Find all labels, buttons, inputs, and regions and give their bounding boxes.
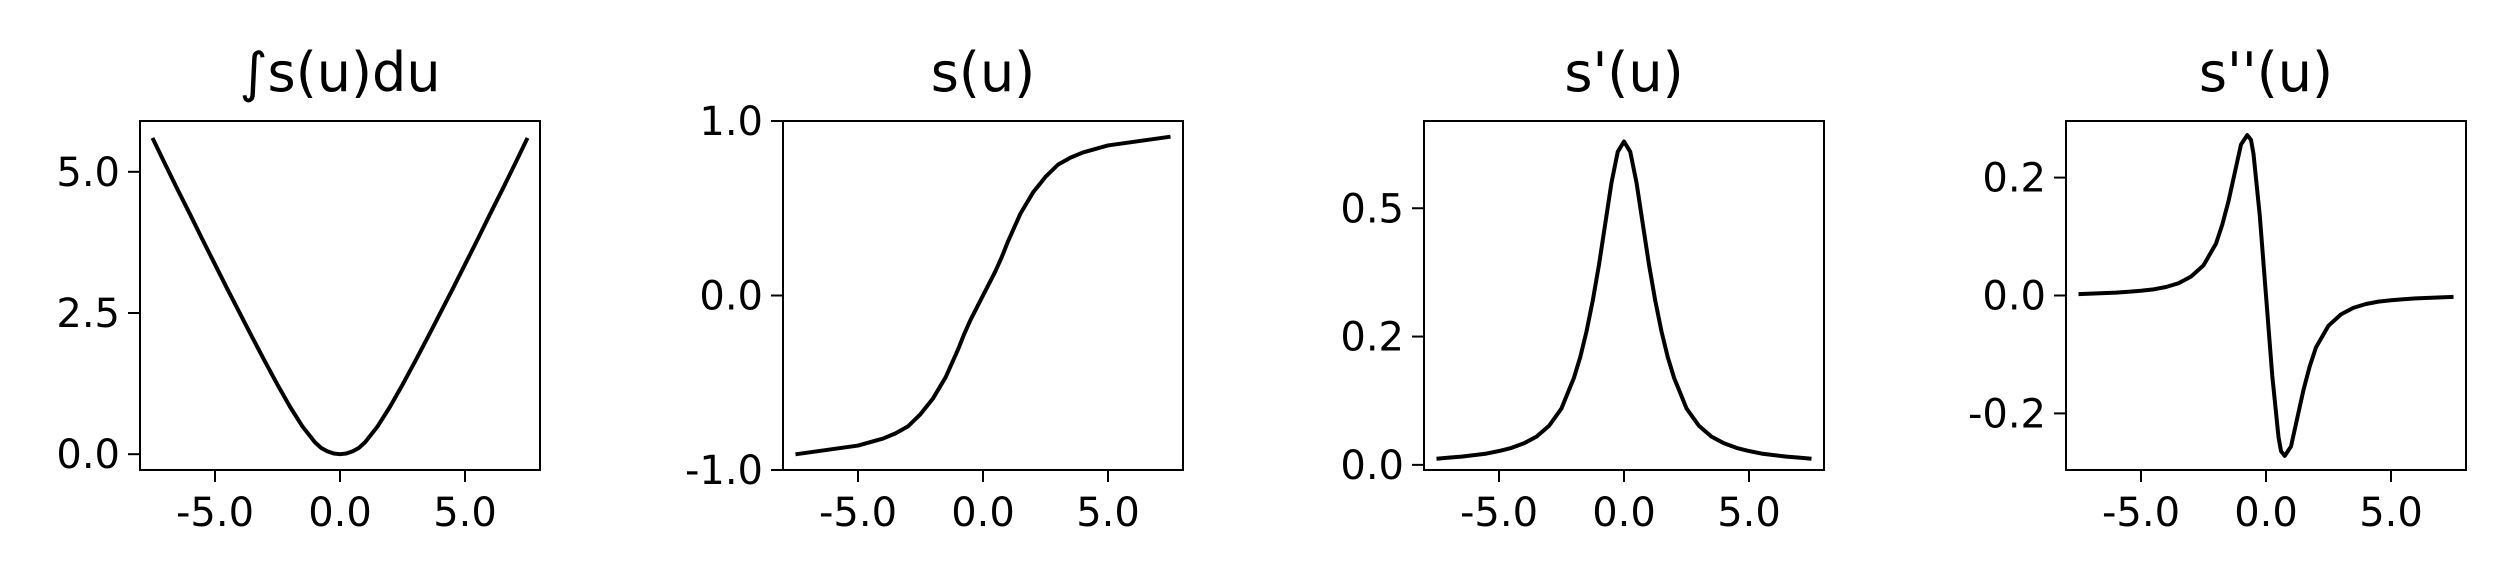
x-tick-label: 5.0	[1076, 490, 1140, 536]
y-tick-label: -1.0	[685, 448, 763, 494]
plot-frame	[139, 120, 541, 471]
chart-title: ∫s(u)du	[239, 41, 440, 104]
series-line	[795, 134, 1171, 457]
y-tick-label: 0.0	[699, 274, 763, 320]
y-tick-label: 0.0	[1982, 274, 2046, 320]
series-line	[150, 137, 530, 457]
chart-title: s'(u)	[1564, 41, 1683, 104]
x-tick-label: -5.0	[819, 490, 897, 536]
y-tick-label: 5.0	[56, 150, 120, 196]
series-line	[2078, 133, 2454, 458]
x-tick-label: 0.0	[308, 490, 372, 536]
x-tick-label: 5.0	[2359, 490, 2423, 536]
chart-title: s''(u)	[2199, 41, 2333, 104]
y-tick-label: 0.0	[56, 432, 120, 478]
panel-integral: ∫s(u)du -5.0 0.0 5.0 0.0 2.5 5.0	[56, 41, 541, 536]
y-tick-label: 2.5	[56, 291, 120, 337]
x-tick-label: 0.0	[951, 490, 1015, 536]
x-tick-label: -5.0	[2102, 490, 2180, 536]
panel-s-prime: s'(u) -5.0 0.0 5.0 0.0 0.2 0.5	[1340, 41, 1825, 536]
y-tick-label: 0.2	[1340, 315, 1404, 361]
y-tick-label: 0.0	[1340, 443, 1404, 489]
x-tick-label: 0.0	[1592, 490, 1656, 536]
x-tick-label: 5.0	[1717, 490, 1781, 536]
y-tick-label: 0.2	[1982, 156, 2046, 202]
chart-title: s(u)	[931, 41, 1036, 104]
x-tick-label: 5.0	[433, 490, 497, 536]
panel-s: s(u) -5.0 0.0 5.0 -1.0 0.0 1.0	[685, 41, 1184, 536]
y-tick-label: 0.5	[1340, 186, 1404, 232]
y-tick-label: -0.2	[1968, 391, 2046, 437]
x-tick-label: 0.0	[2234, 490, 2298, 536]
series-line	[1436, 139, 1812, 461]
x-tick-label: -5.0	[176, 490, 254, 536]
x-tick-label: -5.0	[1460, 490, 1538, 536]
y-tick-label: 1.0	[699, 99, 763, 145]
panel-s-double-prime: s''(u) -5.0 0.0 5.0 -0.2 0.0 0.2	[1968, 41, 2467, 536]
plot-frame	[1423, 120, 1825, 471]
